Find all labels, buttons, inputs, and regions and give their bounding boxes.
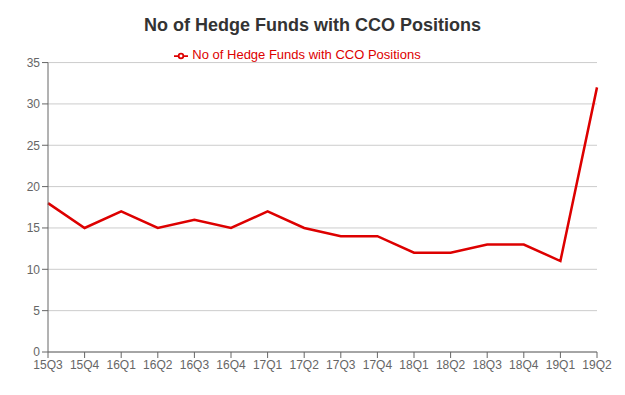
svg-text:35: 35 [27, 56, 41, 70]
svg-text:15Q3: 15Q3 [33, 358, 63, 372]
svg-text:10: 10 [27, 263, 41, 277]
svg-text:17Q2: 17Q2 [290, 358, 320, 372]
html-text:No of Hedge Funds with CCO Pos: No of Hedge Funds with CCO Positions [144, 15, 481, 35]
svg-text:5: 5 [33, 304, 40, 318]
svg-text:20: 20 [27, 180, 41, 194]
svg-text:18Q4: 18Q4 [509, 358, 539, 372]
svg-text:30: 30 [27, 97, 41, 111]
svg-text:18Q3: 18Q3 [473, 358, 503, 372]
svg-text:15Q4: 15Q4 [70, 358, 100, 372]
html-text:No of Hedge Funds with CCO Pos: No of Hedge Funds with CCO Positions [192, 47, 421, 62]
svg-text:19Q1: 19Q1 [546, 358, 576, 372]
svg-text:16Q1: 16Q1 [107, 358, 137, 372]
svg-text:25: 25 [27, 139, 41, 153]
svg-text:17Q1: 17Q1 [253, 358, 283, 372]
svg-text:19Q2: 19Q2 [582, 358, 612, 372]
svg-text:16Q3: 16Q3 [180, 358, 210, 372]
svg-text:18Q2: 18Q2 [436, 358, 466, 372]
svg-text:17Q3: 17Q3 [326, 358, 356, 372]
svg-text:18Q1: 18Q1 [399, 358, 429, 372]
svg-text:17Q4: 17Q4 [363, 358, 393, 372]
svg-text:15: 15 [27, 221, 41, 235]
svg-text:16Q4: 16Q4 [216, 358, 246, 372]
svg-text:16Q2: 16Q2 [143, 358, 173, 372]
svg-text:0: 0 [33, 345, 40, 359]
